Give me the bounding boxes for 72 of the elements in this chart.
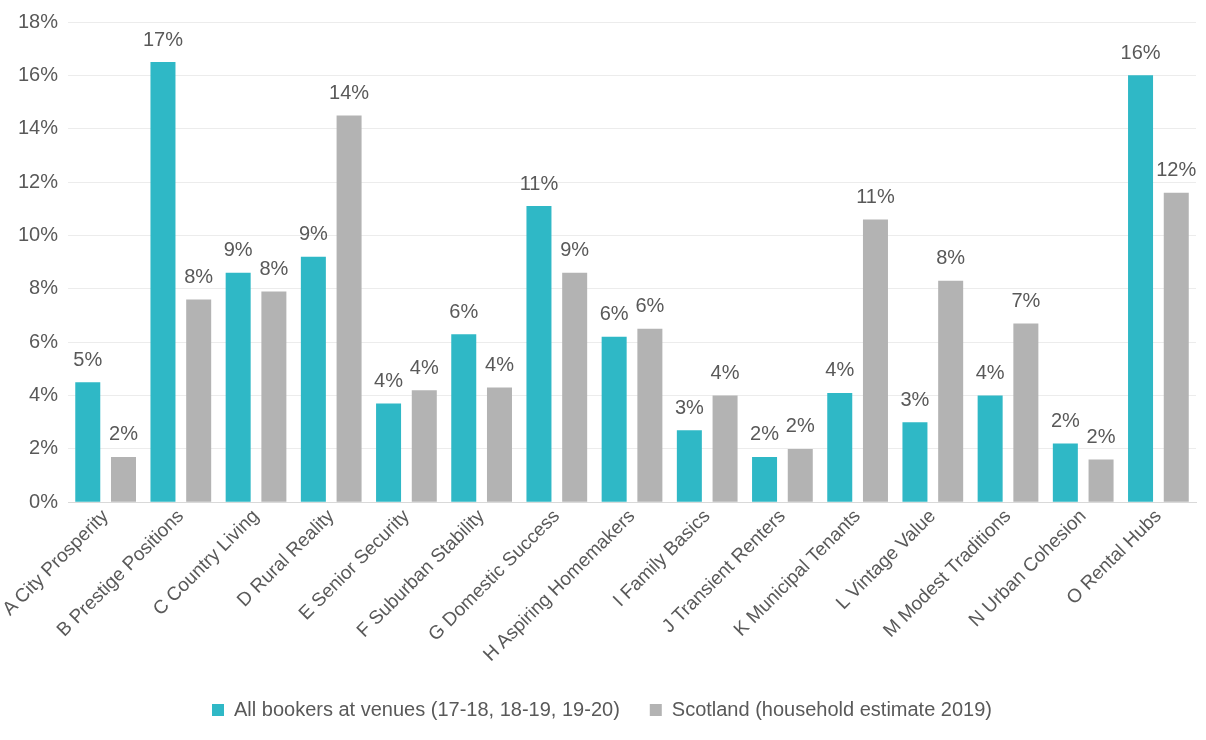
data-label: 2% [785,414,815,437]
bar [1163,192,1189,502]
data-label: 12% [1156,158,1197,181]
data-label: 8% [184,265,214,288]
data-label: 5% [73,347,103,370]
data-label: 2% [1050,409,1081,432]
bar [562,272,588,502]
data-label: 14% [329,80,370,103]
bar [827,392,853,502]
bar [336,115,362,502]
bar [261,291,287,502]
bar [451,334,477,502]
bar [938,280,964,502]
bar [637,328,663,502]
data-label: 11% [519,171,559,194]
data-label: 4% [409,355,439,378]
bar [376,403,402,502]
data-label: 17% [142,27,184,50]
bar [601,336,627,502]
bar [862,219,888,502]
y-tick-label: 10% [18,222,59,245]
y-tick-label: 8% [29,276,59,299]
bar [411,390,437,502]
data-label: 2% [109,422,139,445]
bar [902,422,928,502]
bar [1128,75,1154,502]
data-label: 9% [223,238,253,261]
data-label: 4% [825,358,855,381]
bar [676,430,702,502]
bar [787,448,813,502]
data-label: 3% [900,387,930,410]
y-tick-label: 16% [18,62,59,85]
y-tick-label: 6% [29,329,59,352]
y-tick-label: 14% [18,116,59,139]
data-label: 2% [1086,425,1116,448]
data-label: 7% [1011,289,1041,312]
data-label: 16% [1120,40,1161,63]
bar [110,456,136,502]
bar [1013,323,1039,502]
bar [1052,443,1078,502]
data-label: 6% [635,294,665,317]
legend-label: Scotland (household estimate 2019) [671,697,993,720]
data-label: 4% [485,353,515,376]
y-tick-label: 2% [29,436,59,459]
y-tick-label: 18% [18,9,59,32]
bar [186,299,212,502]
data-label: 4% [374,369,404,392]
bar [977,395,1003,502]
y-tick-label: 4% [29,383,59,406]
data-label: 4% [710,361,740,384]
bar [526,206,552,502]
bar [486,387,512,502]
legend-label: All bookers at venues (17-18, 18-19, 19-20) [234,697,620,720]
data-label: 2% [750,422,780,445]
data-label: 9% [560,238,590,261]
data-label: 9% [298,222,329,245]
data-label: 6% [599,302,629,325]
data-label: 4% [975,361,1005,384]
bar [1088,459,1114,502]
bar [75,382,101,502]
bar [150,62,176,502]
bar [752,456,778,502]
data-label: 8% [936,246,966,269]
y-tick-label: 12% [18,169,59,192]
bar [225,272,251,502]
bar [712,395,738,502]
data-label: 3% [674,395,705,418]
data-label: 8% [259,257,289,280]
data-label: 11% [856,184,895,207]
data-label: 6% [449,299,479,322]
bar [300,256,326,502]
y-tick-label: 0% [29,489,59,512]
